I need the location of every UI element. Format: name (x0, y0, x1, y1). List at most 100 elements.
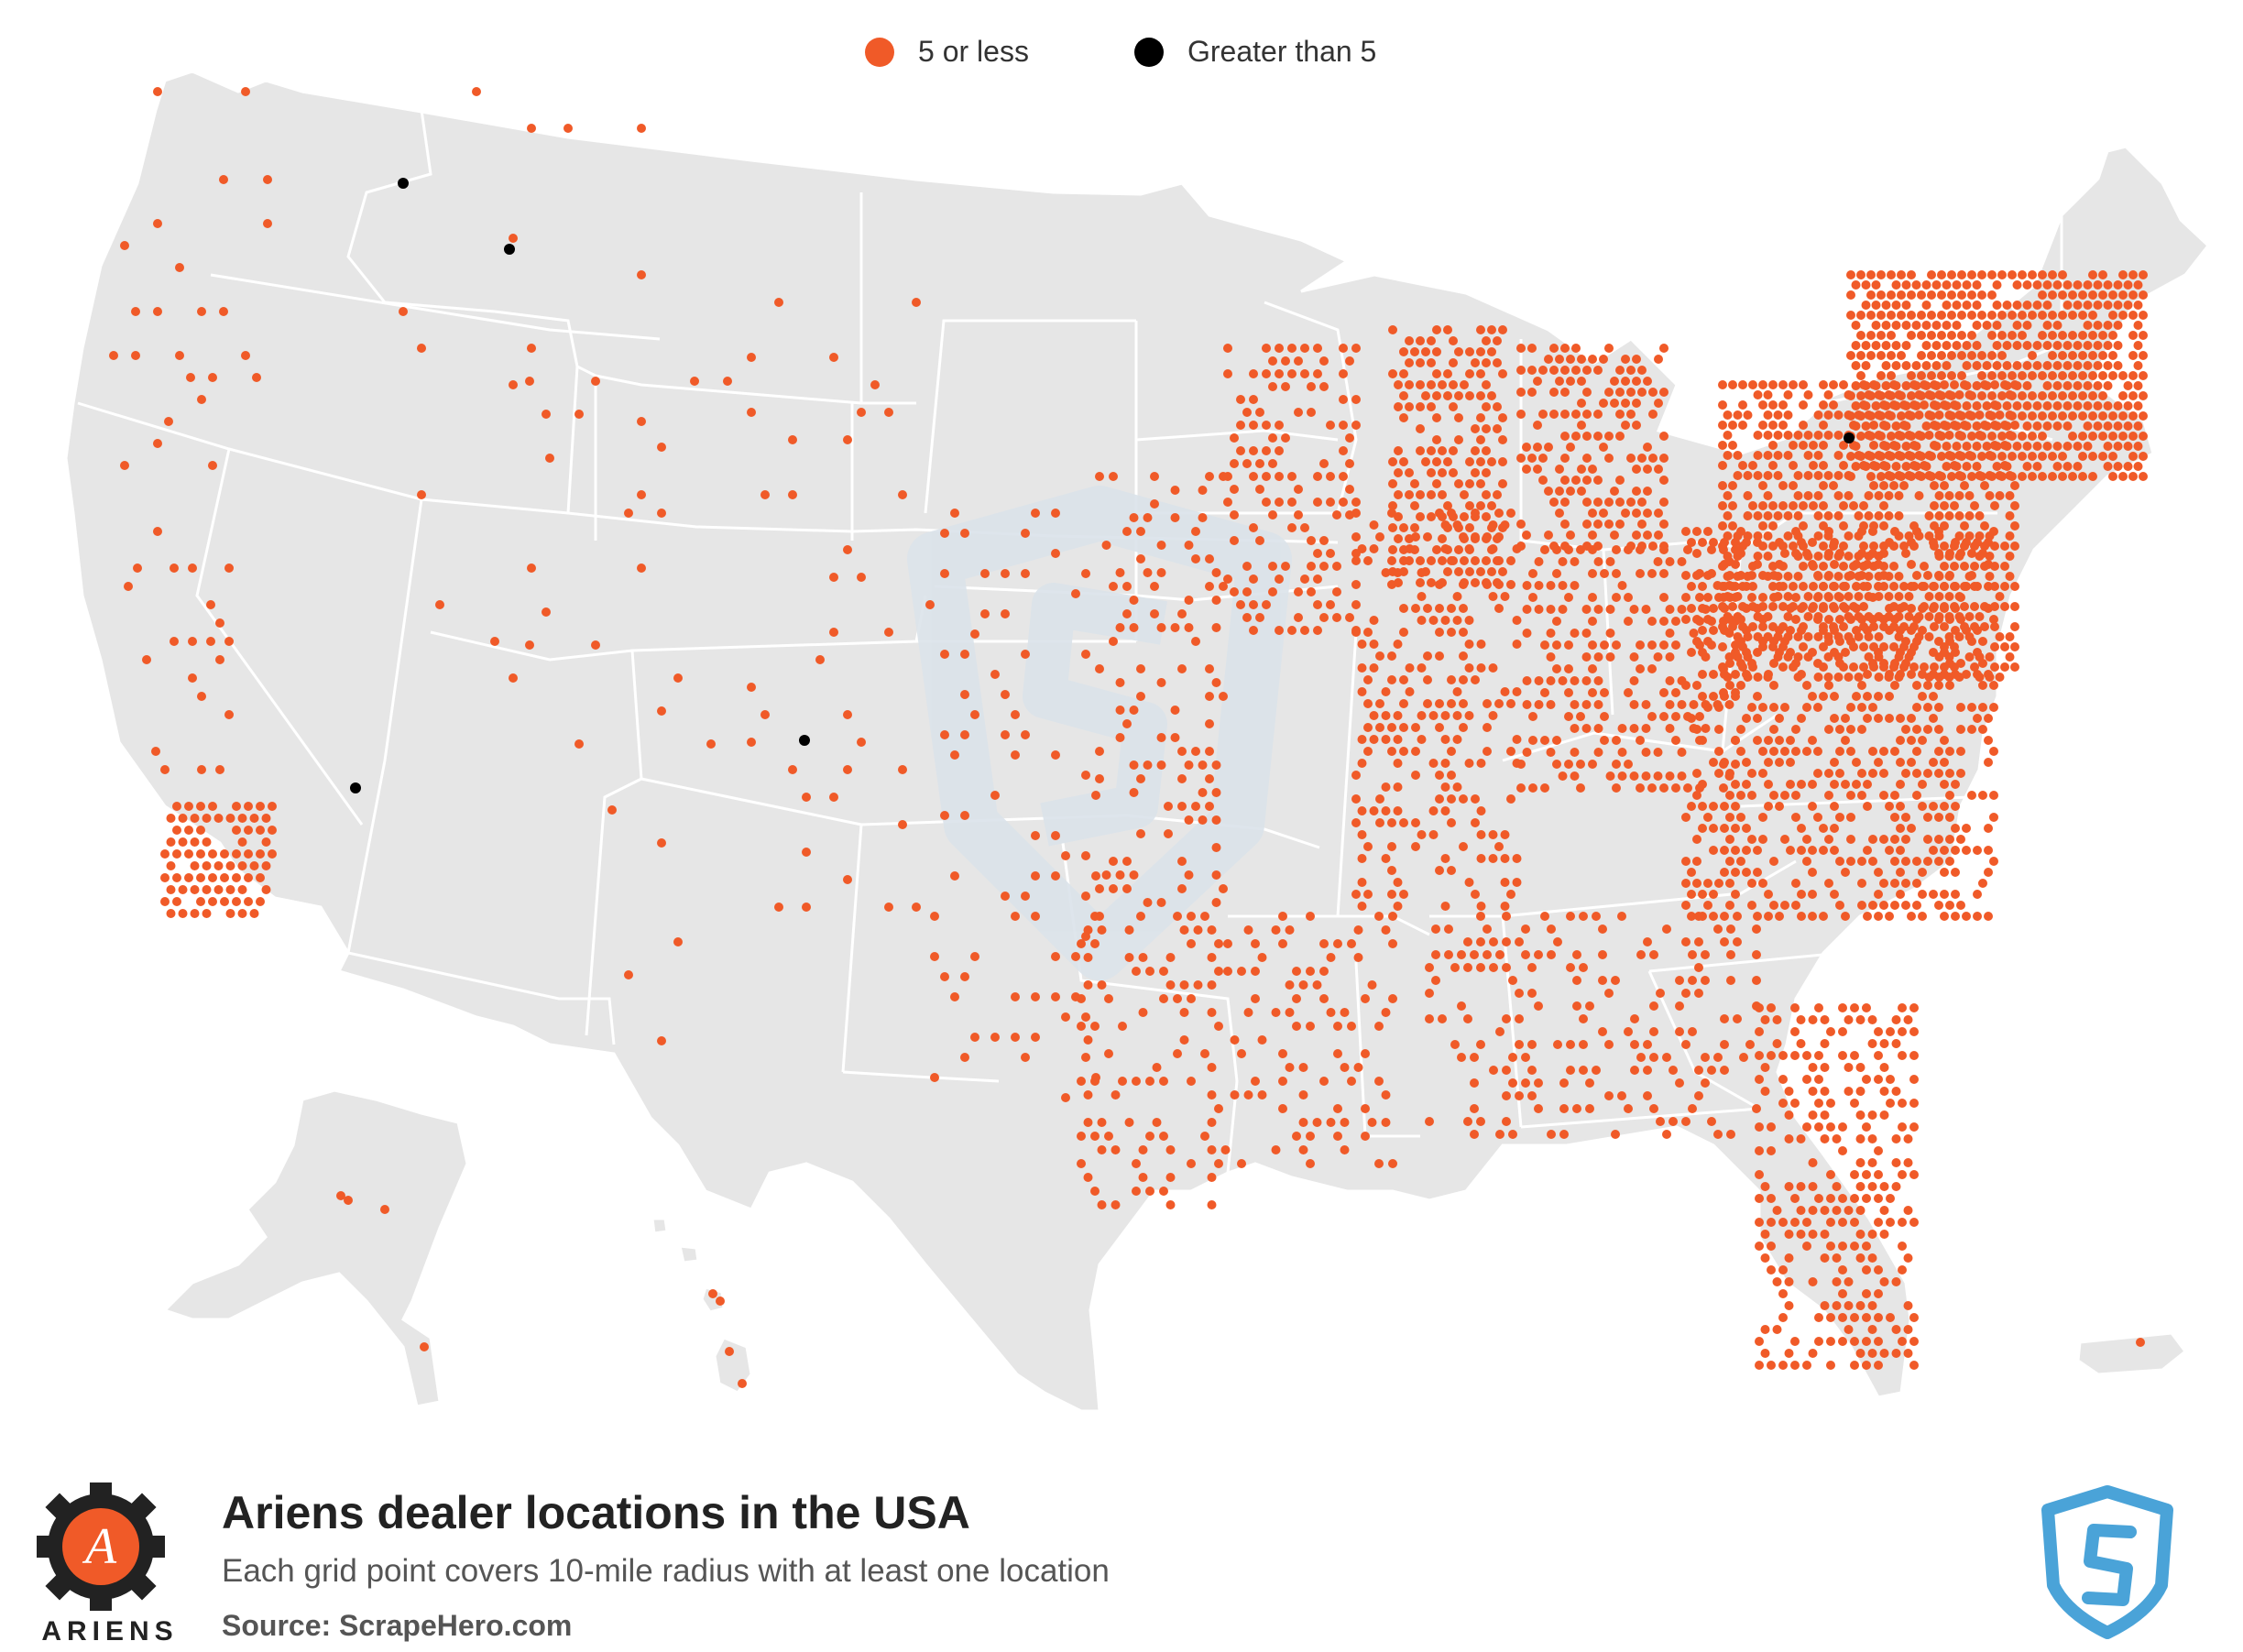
dealer-dot (1564, 593, 1573, 602)
dealer-dot (1294, 613, 1303, 622)
dealer-dot (1307, 408, 1316, 417)
dealer-dot (1312, 1118, 1322, 1127)
dealer-dot (1604, 520, 1614, 529)
dealer-dot (1934, 725, 1943, 734)
dealer-dot (1927, 311, 1936, 320)
dealer-dot (1621, 377, 1630, 386)
dealer-dot (1423, 532, 1432, 542)
dealer-dot (2018, 452, 2027, 461)
dealer-dot (1844, 390, 1854, 399)
dealer-dot (940, 529, 949, 538)
dealer-dot (1281, 433, 1290, 443)
dealer-dot (188, 637, 197, 646)
dealer-dot (2005, 410, 2015, 420)
dealer-dot (1500, 687, 1510, 696)
dealer-dot (1111, 1200, 1121, 1209)
dealer-dot (1428, 806, 1439, 815)
dealer-dot (2133, 442, 2143, 451)
dealer-dot (261, 837, 271, 847)
dealer-dot (2133, 421, 2143, 431)
dealer-dot (1753, 912, 1762, 921)
dealer-dot (1610, 377, 1619, 386)
dealer-dot (940, 972, 949, 981)
dealer-dot (1802, 681, 1811, 690)
dealer-dot (1854, 451, 1864, 460)
dealer-dot (1198, 788, 1208, 797)
dealer-dot (1637, 366, 1647, 375)
dealer-dot (1841, 912, 1850, 921)
dealer-dot (1515, 1091, 1524, 1100)
dealer-dot (1914, 471, 1924, 480)
dealer-dot (1799, 642, 1808, 651)
dealer-dot (1879, 769, 1888, 778)
dealer-dot (1200, 1049, 1209, 1058)
dealer-dot (1964, 410, 1975, 420)
dealer-dot (1898, 1337, 1907, 1346)
dealer-dot (1165, 953, 1176, 962)
dealer-dot (1808, 1277, 1818, 1286)
dealer-dot (1930, 400, 1939, 410)
dealer-dot (1498, 567, 1507, 576)
dealer-dot (1934, 637, 1943, 646)
watermark (907, 486, 1292, 980)
dealer-dot (1339, 344, 1348, 353)
dealer-dot (1802, 747, 1811, 756)
dealer-dot (1956, 659, 1965, 668)
dealer-dot (1417, 592, 1427, 601)
dealer-dot (1884, 410, 1894, 420)
dealer-dot (1249, 472, 1258, 481)
dealer-dot (1476, 663, 1486, 673)
dealer-dot (178, 885, 188, 894)
dealer-dot (1934, 471, 1944, 480)
dealer-dot (1995, 410, 2005, 420)
dealer-dot (1071, 992, 1080, 1001)
dealer-dot (1665, 605, 1675, 614)
dealer-dot (1483, 747, 1492, 756)
dealer-dot (1285, 980, 1295, 990)
dealer-dot (1333, 1104, 1342, 1113)
dealer-dot (1421, 391, 1430, 400)
dealer-dot (1552, 760, 1561, 769)
dealer-dot (1917, 371, 1926, 380)
dealer-dot (1894, 451, 1904, 460)
dealer-dot (1698, 626, 1707, 635)
dealer-dot (1726, 976, 1735, 985)
dealer-dot (1588, 545, 1597, 554)
dealer-dot (1109, 637, 1118, 646)
dealer-dot (1621, 509, 1630, 518)
dealer-dot (1780, 791, 1789, 800)
dealer-dot (1890, 901, 1899, 910)
dealer-dot (1989, 703, 1998, 712)
dealer-dot (1659, 688, 1669, 697)
dealer-dot (1914, 451, 1924, 460)
dealer-dot (1347, 1022, 1356, 1031)
dealer-dot (1326, 1008, 1336, 1017)
dealer-dot (1493, 490, 1502, 499)
dealer-dot (1742, 758, 1751, 767)
dealer-dot (1681, 1040, 1690, 1049)
dealer-dot (202, 837, 212, 847)
dealer-dot (1890, 879, 1899, 888)
dealer-dot (1570, 629, 1580, 638)
dealer-dot (1874, 692, 1883, 701)
dealer-dot (153, 87, 162, 96)
dealer-dot (1487, 347, 1496, 356)
dealer-dot (1374, 1159, 1384, 1168)
dealer-dot (1884, 491, 1894, 500)
dealer-dot (1904, 451, 1914, 460)
dealer-dot (1411, 842, 1420, 851)
dealer-dot (1866, 351, 1876, 360)
dealer-dot (2018, 391, 2027, 400)
dealer-dot (1808, 1182, 1818, 1191)
dealer-dot (1890, 681, 1899, 690)
dealer-dot (1709, 824, 1718, 833)
dealer-dot (268, 826, 277, 835)
dealer-dot (1515, 1014, 1524, 1023)
dealer-dot (1891, 1182, 1901, 1191)
dealer-dot (1725, 681, 1734, 690)
dealer-dot (1790, 1361, 1800, 1370)
dealer-dot (1021, 730, 1030, 739)
puerto-rico (2076, 1331, 2188, 1376)
dealer-dot (1897, 270, 1906, 279)
dealer-dot (1763, 390, 1773, 399)
